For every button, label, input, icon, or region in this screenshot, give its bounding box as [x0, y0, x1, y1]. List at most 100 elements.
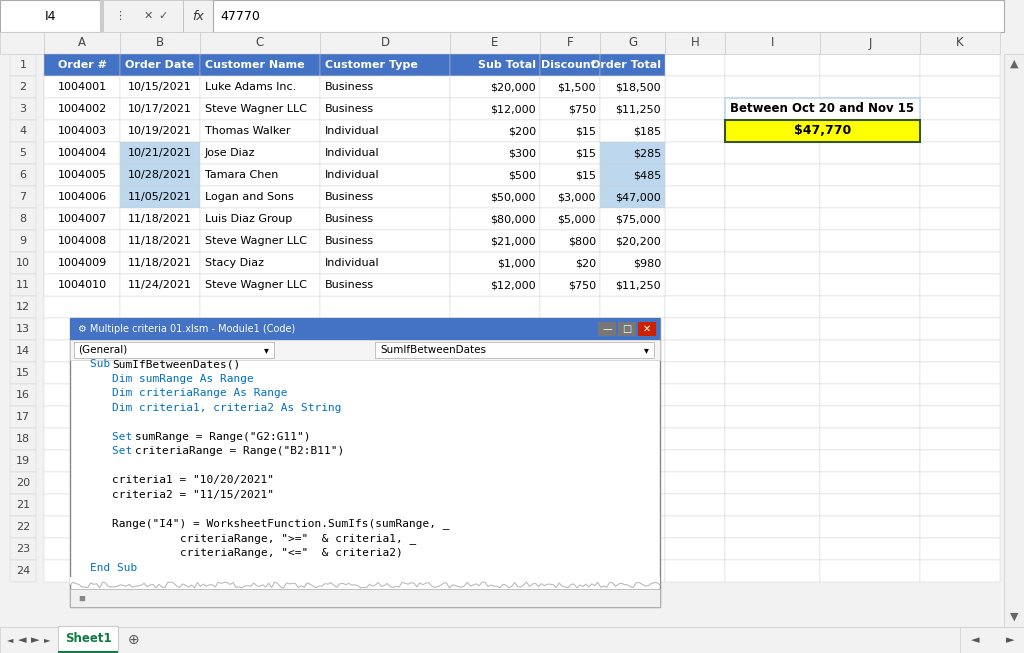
Bar — [450, 472, 540, 494]
Text: 11/24/2021: 11/24/2021 — [128, 280, 193, 290]
Bar — [725, 186, 820, 208]
Bar — [319, 274, 450, 296]
Bar — [725, 340, 820, 362]
Bar — [450, 76, 540, 98]
Bar — [200, 472, 319, 494]
Bar — [665, 516, 725, 538]
Text: 10/28/2021: 10/28/2021 — [128, 170, 193, 180]
Bar — [200, 428, 319, 450]
Text: $1,500: $1,500 — [557, 82, 596, 92]
Bar — [600, 142, 665, 164]
Bar — [725, 560, 820, 582]
Bar — [183, 0, 213, 32]
Bar — [200, 274, 319, 296]
Bar — [665, 230, 725, 252]
Bar — [920, 208, 1000, 230]
Text: C: C — [256, 37, 264, 50]
Bar — [450, 428, 540, 450]
Bar — [540, 186, 600, 208]
Bar — [44, 54, 120, 76]
Bar — [10, 340, 36, 362]
Bar — [600, 164, 665, 186]
Bar — [665, 274, 725, 296]
Bar — [0, 32, 44, 54]
Bar — [319, 384, 450, 406]
Bar — [600, 340, 665, 362]
Bar — [120, 208, 200, 230]
Bar — [920, 252, 1000, 274]
Bar — [600, 252, 665, 274]
Bar — [120, 142, 200, 164]
Bar — [10, 362, 36, 384]
Bar — [58, 626, 118, 653]
Bar — [44, 516, 120, 538]
Bar — [120, 230, 200, 252]
Bar — [920, 164, 1000, 186]
Bar — [450, 186, 540, 208]
Bar — [100, 0, 103, 32]
Bar — [540, 494, 600, 516]
Text: Business: Business — [325, 104, 374, 114]
Bar — [200, 186, 319, 208]
Bar — [920, 98, 1000, 120]
Text: $12,000: $12,000 — [490, 104, 536, 114]
Bar — [120, 98, 200, 120]
Bar — [319, 142, 450, 164]
Text: 21: 21 — [16, 500, 30, 510]
Bar — [450, 164, 540, 186]
Text: 16: 16 — [16, 390, 30, 400]
Bar — [200, 384, 319, 406]
Bar — [820, 76, 920, 98]
Bar — [665, 208, 725, 230]
Text: criteriaRange = Range("B2:B11"): criteriaRange = Range("B2:B11") — [135, 447, 344, 456]
Bar — [10, 274, 36, 296]
Text: $185: $185 — [633, 126, 662, 136]
Text: ◄: ◄ — [971, 635, 979, 645]
Bar — [665, 54, 725, 76]
Bar — [665, 76, 725, 98]
Bar — [820, 450, 920, 472]
Text: $15: $15 — [575, 170, 596, 180]
Bar — [665, 164, 725, 186]
Text: Stacy Diaz: Stacy Diaz — [205, 258, 264, 268]
Bar — [920, 318, 1000, 340]
Text: Between Oct 20 and Nov 15: Between Oct 20 and Nov 15 — [730, 103, 914, 116]
Text: ⊕: ⊕ — [128, 633, 140, 647]
Bar — [200, 54, 319, 76]
Bar — [725, 274, 820, 296]
Text: Sub: Sub — [90, 359, 117, 370]
Bar — [200, 54, 319, 76]
Bar — [450, 98, 540, 120]
Bar — [120, 54, 200, 76]
Text: $20,200: $20,200 — [615, 236, 662, 246]
Bar — [450, 32, 540, 54]
Bar — [200, 142, 319, 164]
Bar — [120, 362, 200, 384]
Text: 1004001: 1004001 — [57, 82, 106, 92]
Bar — [44, 362, 120, 384]
Bar — [319, 32, 450, 54]
Text: criteriaRange, "<="  & criteria2): criteriaRange, "<=" & criteria2) — [179, 548, 402, 558]
Bar — [540, 208, 600, 230]
Bar — [725, 142, 820, 164]
Text: SumIfBetweenDates(): SumIfBetweenDates() — [113, 359, 241, 370]
Bar — [319, 450, 450, 472]
Bar — [120, 76, 200, 98]
Bar — [10, 406, 36, 428]
Bar — [600, 120, 665, 142]
Bar — [450, 54, 540, 76]
Bar — [540, 164, 600, 186]
Bar — [120, 186, 200, 208]
Bar — [450, 406, 540, 428]
Bar — [120, 54, 200, 76]
Bar — [820, 538, 920, 560]
Bar — [10, 164, 36, 186]
Bar — [319, 120, 450, 142]
Bar — [725, 98, 820, 120]
Bar — [600, 230, 665, 252]
Text: 22: 22 — [16, 522, 30, 532]
Bar — [450, 120, 540, 142]
Bar — [10, 318, 36, 340]
Text: 9: 9 — [19, 236, 27, 246]
Bar — [920, 516, 1000, 538]
